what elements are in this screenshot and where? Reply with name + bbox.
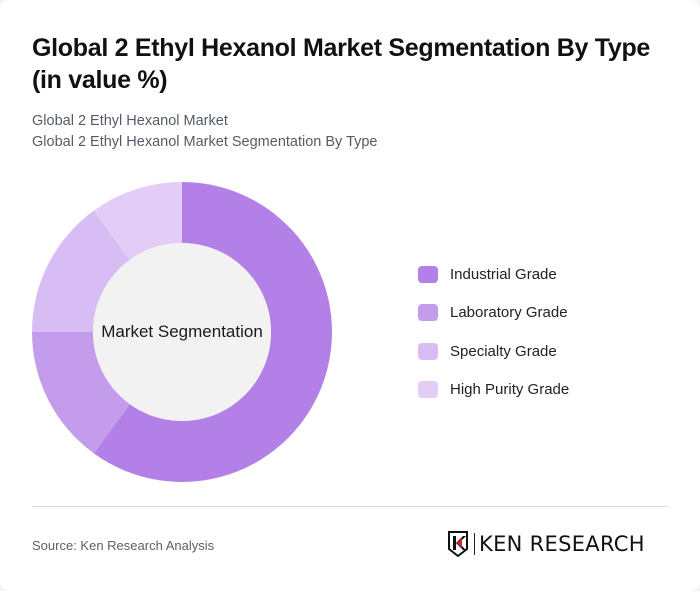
subtitle-market: Global 2 Ethyl Hexanol Market <box>32 113 228 129</box>
donut-hole <box>93 243 271 421</box>
chart-legend: Industrial Grade Laboratory Grade Specia… <box>418 264 569 418</box>
donut-slice-high-purity-grade[interactable] <box>93 182 182 260</box>
legend-item-industrial-grade[interactable]: Industrial Grade <box>418 264 569 284</box>
donut-chart: Market Segmentation <box>32 182 332 482</box>
legend-swatch-icon <box>418 304 438 321</box>
footer-divider <box>32 506 668 507</box>
donut-slice-laboratory-grade[interactable] <box>32 332 130 454</box>
donut-slice-specialty-grade[interactable] <box>32 210 130 332</box>
legend-label: Laboratory Grade <box>450 304 568 321</box>
legend-item-specialty-grade[interactable]: Specialty Grade <box>418 341 569 361</box>
ken-shield-icon <box>448 531 468 557</box>
subtitle-segmentation: Global 2 Ethyl Hexanol Market Segmentati… <box>32 134 378 150</box>
legend-swatch-icon <box>418 381 438 398</box>
donut-slice-industrial-grade[interactable] <box>93 182 332 482</box>
source-note: Source: Ken Research Analysis <box>32 538 215 553</box>
logo-text: KEN RESEARCH <box>479 532 645 556</box>
legend-label: Specialty Grade <box>450 342 557 360</box>
legend-item-high-purity-grade[interactable]: High Purity Grade <box>418 380 569 400</box>
legend-swatch-icon <box>418 265 438 283</box>
legend-item-laboratory-grade[interactable]: Laboratory Grade <box>418 303 569 323</box>
legend-label: High Purity Grade <box>450 381 570 398</box>
donut-chart-svg <box>32 182 332 482</box>
ken-research-logo: KEN RESEARCH <box>447 531 645 557</box>
logo-separator <box>474 533 475 555</box>
page-title: Global 2 Ethyl Hexanol Market Segmentati… <box>32 34 651 94</box>
legend-swatch-icon <box>418 342 438 360</box>
legend-label: Industrial Grade <box>450 265 557 283</box>
